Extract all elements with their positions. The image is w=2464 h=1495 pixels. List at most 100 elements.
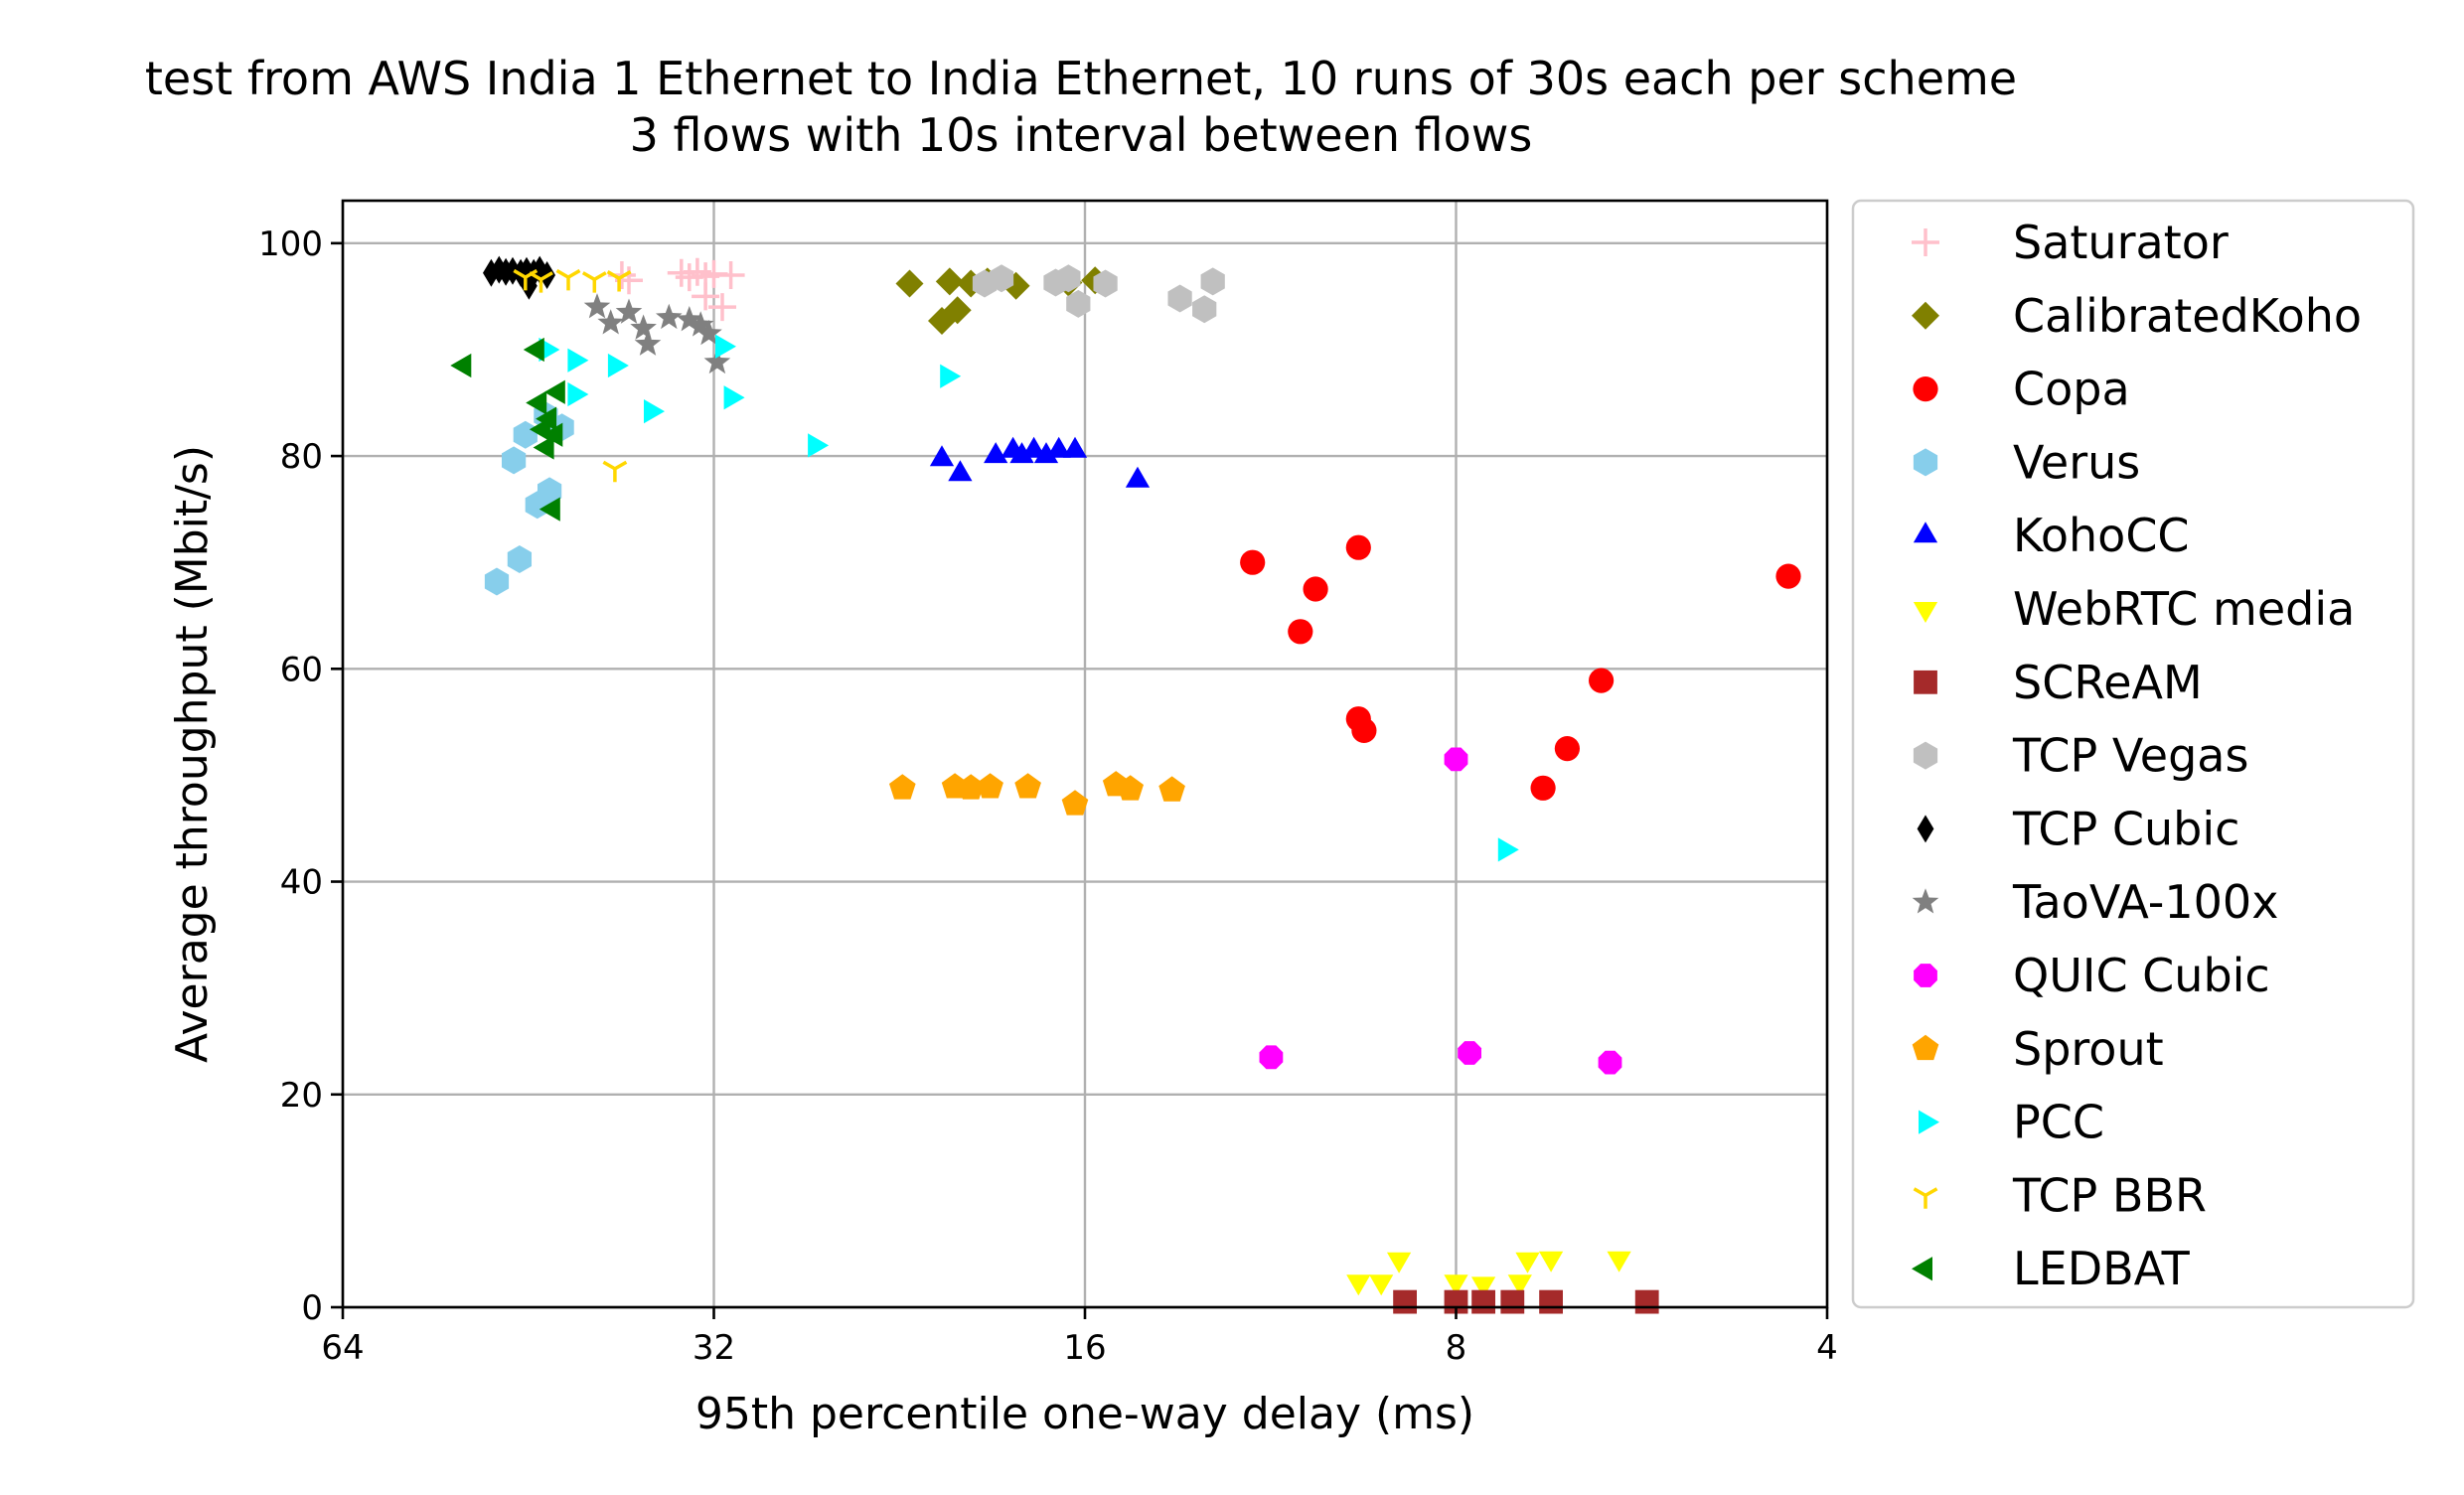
data-point-scream: [1471, 1289, 1495, 1314]
data-point-tcp-vegas: [989, 264, 1014, 293]
legend-marker-tcp-vegas: [1913, 741, 1938, 770]
grid-lines: [341, 201, 1829, 1309]
data-point-webrtc-media: [1386, 1252, 1412, 1273]
legend-marker-verus: [1913, 448, 1938, 477]
y-tick-label: 60: [280, 650, 323, 689]
data-point-copa: [1303, 576, 1328, 602]
x-tick-label: 64: [321, 1328, 364, 1368]
x-tick-label: 16: [1063, 1328, 1106, 1368]
data-point-tcp-vegas: [1192, 295, 1217, 324]
legend-label-tcp-cubic: TCP Cubic: [2012, 802, 2239, 855]
data-point-webrtc-media: [1470, 1276, 1496, 1298]
data-point-kohocc: [1046, 436, 1071, 458]
legend-label-tcp-bbr: TCP BBR: [2012, 1168, 2207, 1222]
data-point-verus: [513, 420, 538, 449]
data-point-pcc: [607, 353, 629, 378]
data-point-calibratedkoho: [943, 296, 972, 325]
data-point-copa: [1351, 717, 1377, 743]
legend-marker-saturator: [1912, 228, 1939, 256]
legend-marker-quic-cubic: [1914, 964, 1937, 987]
data-point-verus: [501, 446, 527, 475]
data-point-sprout: [1061, 790, 1089, 816]
data-point-copa: [1589, 668, 1615, 693]
data-point-sprout: [1158, 776, 1185, 802]
data-point-pcc: [644, 398, 665, 424]
data-point-scream: [1634, 1289, 1659, 1314]
data-point-taova-100x: [676, 306, 703, 332]
data-point-tcp-vegas: [1066, 289, 1091, 318]
data-point-saturator: [692, 282, 720, 311]
data-point-quic-cubic: [1598, 1050, 1622, 1075]
data-point-kohocc: [1021, 436, 1046, 458]
data-point-ledbat: [536, 406, 557, 431]
data-point-sprout: [977, 773, 1003, 799]
legend-marker-calibratedkoho: [1912, 301, 1939, 330]
data-point-pcc: [567, 381, 589, 407]
data-point-pcc: [940, 364, 962, 388]
data-point-ledbat: [539, 497, 560, 522]
legend-label-kohocc: KohoCC: [2013, 509, 2190, 562]
legend-entries: Saturator CalibratedKoho Copa Verus KohoCC We…: [1912, 216, 2362, 1295]
legend-label-sprout: Sprout: [2013, 1022, 2164, 1076]
data-point-webrtc-media: [1507, 1274, 1532, 1296]
data-point-tcp-vegas: [1056, 264, 1081, 293]
legend-marker-taova-100x: [1912, 888, 1939, 914]
data-point-ledbat: [543, 379, 565, 404]
data-point-kohocc: [948, 460, 973, 482]
y-tick-label: 80: [280, 437, 323, 477]
data-point-tcp-cubic: [521, 271, 538, 300]
legend-label-taova-100x: TaoVA-100x: [2012, 875, 2278, 929]
legend-label-quic-cubic: QUIC Cubic: [2013, 949, 2270, 1002]
data-point-copa: [1554, 736, 1580, 762]
x-tick-label: 4: [1816, 1328, 1838, 1368]
data-point-verus: [484, 567, 510, 596]
legend-label-webrtc-media: WebRTC media: [2013, 582, 2355, 636]
data-point-ledbat: [450, 353, 472, 378]
data-point-tcp-bbr: [555, 268, 581, 291]
data-point-scream: [1393, 1289, 1417, 1314]
data-point-copa: [1775, 563, 1801, 589]
legend-label-pcc: PCC: [2013, 1096, 2104, 1149]
data-point-ledbat: [541, 422, 563, 447]
data-point-sprout: [888, 774, 916, 800]
chart-title-line-1: test from AWS India 1 Ethernet to India …: [145, 52, 2017, 105]
data-point-pcc: [1497, 837, 1519, 862]
data-point-webrtc-media: [1369, 1274, 1394, 1296]
data-point-taova-100x: [597, 309, 625, 335]
y-tick-label: 40: [280, 863, 323, 903]
data-point-kohocc: [1033, 442, 1059, 464]
chart-title-line-2: 3 flows with 10s interval between flows: [630, 108, 1533, 162]
y-axis-label: Average throughput (Mbit/s): [167, 445, 218, 1063]
legend-marker-tcp-bbr: [1913, 1187, 1938, 1209]
data-point-taova-100x: [687, 311, 714, 337]
data-point-tcp-vegas: [1167, 284, 1192, 313]
data-points: [450, 255, 1801, 1314]
data-point-pcc: [715, 334, 736, 359]
data-point-quic-cubic: [1458, 1041, 1481, 1065]
data-point-kohocc: [1062, 436, 1088, 458]
legend-marker-scream: [1914, 670, 1937, 694]
data-point-verus: [537, 477, 562, 506]
data-point-taova-100x: [630, 314, 657, 340]
data-point-webrtc-media: [1607, 1251, 1631, 1272]
x-tick-label: 32: [693, 1328, 735, 1368]
data-point-ledbat: [526, 390, 547, 415]
data-point-copa: [1345, 534, 1371, 560]
data-point-webrtc-media: [1515, 1252, 1540, 1273]
data-point-copa: [1288, 619, 1313, 645]
legend-marker-copa: [1913, 376, 1938, 402]
x-tick-label: 8: [1446, 1328, 1467, 1368]
legend-marker-kohocc: [1913, 522, 1938, 543]
data-point-tcp-bbr: [606, 270, 632, 292]
data-point-webrtc-media: [1346, 1274, 1371, 1296]
data-point-saturator: [716, 261, 745, 289]
data-point-taova-100x: [615, 298, 643, 324]
y-tick-label: 20: [280, 1076, 323, 1116]
y-tick-label: 0: [301, 1288, 323, 1328]
data-point-kohocc: [1125, 466, 1151, 488]
data-point-scream: [1500, 1289, 1525, 1314]
data-point-tcp-bbr: [581, 271, 607, 293]
data-point-tcp-bbr: [529, 271, 553, 293]
